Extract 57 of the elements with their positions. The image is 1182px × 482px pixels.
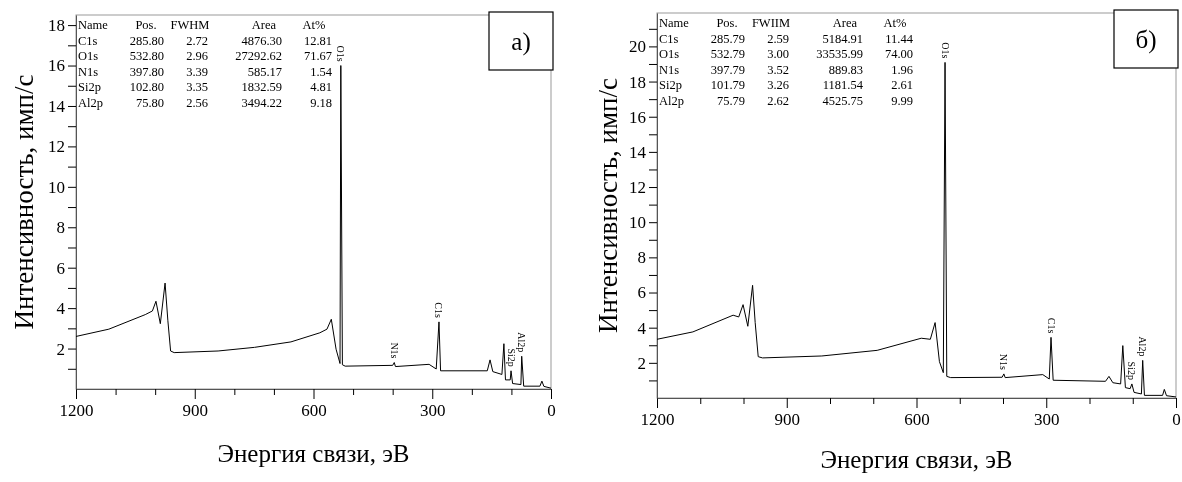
y-tick-label: 4: [637, 318, 647, 338]
text: Al2p 75.79 2.62 4525.75 9.99: [659, 93, 913, 108]
x-tick-label: 900: [182, 401, 208, 421]
x-tick-label: 600: [301, 401, 327, 421]
y-tick-label: 14: [48, 96, 66, 116]
y-tick-label: 2: [637, 353, 646, 373]
y-tick-label: 14: [629, 142, 647, 162]
y-tick-label: 2: [56, 339, 65, 359]
y-axis-title: Интенсивность, имп/с: [9, 74, 40, 330]
y-tick-label: 8: [56, 218, 65, 238]
x-tick-label: 0: [1172, 410, 1181, 430]
annotation: Al2p: [516, 332, 528, 353]
y-tick-label: 20: [629, 37, 646, 57]
annotation: O1s: [335, 45, 347, 62]
text: O1s 532.79 3.00 33535.99 74.00: [659, 47, 913, 62]
text: а): [511, 27, 531, 56]
annotation: C1s: [433, 302, 445, 318]
y-tick-label: 6: [637, 283, 646, 303]
x-tick-label: 600: [904, 410, 930, 430]
y-tick-label: 16: [629, 107, 646, 127]
annotation: Si2p: [1126, 361, 1138, 380]
y-tick-label: 12: [48, 137, 65, 157]
y-tick-label: 6: [56, 258, 65, 278]
y-tick-label: 8: [637, 248, 646, 268]
text: C1s 285.80 2.72 4876.30 12.81: [78, 33, 332, 48]
annotation: N1s: [998, 353, 1010, 371]
y-tick-label: 18: [48, 16, 65, 36]
x-tick-label: 1200: [59, 401, 94, 421]
text: Si2p 101.79 3.26 1181.54 2.61: [659, 78, 913, 93]
text: O1s 532.80 2.96 27292.62 71.67: [78, 49, 332, 64]
x-axis-title: Энергия связи, эВ: [820, 446, 1013, 473]
annotation: O1s: [939, 42, 951, 59]
annotation: N1s: [388, 342, 400, 359]
text: Name Pos. FWIIM Area At%: [659, 16, 907, 31]
y-tick-label: 4: [56, 299, 66, 319]
y-tick-label: 16: [48, 56, 65, 76]
x-tick-label: 300: [420, 401, 446, 421]
annotation: Si2p: [505, 348, 517, 367]
y-axis-title: Интенсивность, имп/с: [593, 77, 624, 334]
annotation: Al2p: [1137, 336, 1149, 357]
text: N1s 397.80 3.39 585.17 1.54: [78, 64, 332, 79]
text: Si2p 102.80 3.35 1832.59 4.81: [78, 80, 332, 95]
y-tick-label: 10: [629, 213, 646, 233]
x-tick-label: 300: [1034, 410, 1060, 430]
y-tick-label: 10: [48, 177, 65, 197]
x-tick-label: 0: [547, 401, 556, 421]
x-axis-title: Энергия связи, эВ: [217, 440, 410, 467]
text: б): [1135, 25, 1157, 54]
x-tick-label: 1200: [640, 410, 675, 430]
annotation: C1s: [1045, 317, 1057, 334]
x-tick-label: 900: [774, 410, 800, 430]
text: Al2p 75.80 2.56 3494.22 9.18: [78, 95, 332, 110]
text: N1s 397.79 3.52 889.83 1.96: [659, 62, 913, 77]
text: Name Pos. FWHM Area At%: [78, 18, 326, 33]
y-tick-label: 18: [629, 72, 646, 92]
y-tick-label: 12: [629, 177, 646, 197]
text: C1s 285.79 2.59 5184.91 11.44: [659, 31, 913, 46]
